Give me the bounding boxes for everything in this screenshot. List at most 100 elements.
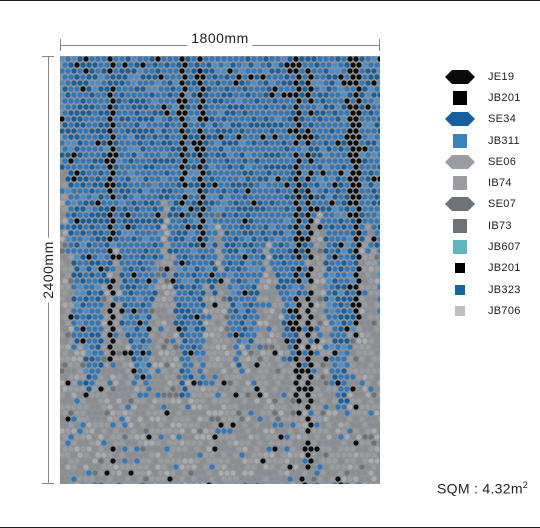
- mosaic-tile: [104, 254, 110, 260]
- mosaic-tile: [83, 200, 89, 206]
- mosaic-tile: [245, 188, 251, 194]
- mosaic-tile: [77, 476, 83, 482]
- mosaic-tile: [260, 326, 266, 332]
- mosaic-tile: [245, 236, 251, 242]
- mosaic-tile: [65, 92, 71, 98]
- mosaic-tile: [365, 404, 371, 410]
- mosaic-tile: [269, 476, 275, 482]
- mosaic-tile: [314, 278, 320, 284]
- mosaic-tile: [251, 104, 257, 110]
- mosaic-tile: [350, 362, 356, 368]
- mosaic-tile: [197, 188, 203, 194]
- mosaic-tile: [248, 134, 254, 140]
- mosaic-tile: [155, 164, 161, 170]
- mosaic-tile: [221, 296, 227, 302]
- mosaic-tile: [62, 74, 68, 80]
- mosaic-tile: [65, 476, 71, 482]
- mosaic-tile: [188, 302, 194, 308]
- mosaic-tile: [71, 272, 77, 278]
- mosaic-tile: [287, 440, 293, 446]
- mosaic-tile: [272, 422, 278, 428]
- mosaic-tile: [161, 56, 167, 62]
- mosaic-tile: [60, 176, 65, 182]
- mosaic-tile: [368, 374, 374, 380]
- mosaic-tile: [326, 410, 332, 416]
- mosaic-tile: [260, 350, 266, 356]
- mosaic-tile: [134, 398, 140, 404]
- mosaic-tile: [368, 206, 374, 212]
- mosaic-tile: [362, 242, 368, 248]
- mosaic-tile: [320, 158, 326, 164]
- mosaic-tile: [266, 110, 272, 116]
- mosaic-tile: [98, 302, 104, 308]
- mosaic-tile: [152, 230, 158, 236]
- mosaic-tile: [215, 68, 221, 74]
- mosaic-tile: [305, 92, 311, 98]
- mosaic-tile: [119, 296, 125, 302]
- mosaic-tile: [125, 368, 131, 374]
- mosaic-tile: [212, 194, 218, 200]
- mosaic-tile: [329, 296, 335, 302]
- mosaic-tile: [203, 368, 209, 374]
- mosaic-tile: [164, 242, 170, 248]
- mosaic-tile: [170, 374, 176, 380]
- mosaic-tile: [77, 68, 83, 74]
- mosaic-tile: [272, 134, 278, 140]
- mosaic-tile: [215, 212, 221, 218]
- mosaic-tile: [68, 146, 74, 152]
- mosaic-tile: [113, 236, 119, 242]
- mosaic-tile: [194, 158, 200, 164]
- mosaic-tile: [287, 284, 293, 290]
- mosaic-tile: [257, 320, 263, 326]
- mosaic-tile: [350, 242, 356, 248]
- mosaic-tile: [161, 260, 167, 266]
- mosaic-tile: [107, 92, 113, 98]
- mosaic-tile: [269, 140, 275, 146]
- mosaic-tile: [251, 212, 257, 218]
- mosaic-tile: [281, 152, 287, 158]
- mosaic-tile: [275, 428, 281, 434]
- mosaic-tile: [203, 476, 209, 482]
- mosaic-tile: [77, 392, 83, 398]
- mosaic-tile: [335, 380, 341, 386]
- mosaic-tile: [239, 284, 245, 290]
- mosaic-tile: [257, 392, 263, 398]
- mosaic-tile: [251, 320, 257, 326]
- mosaic-tile: [60, 380, 65, 386]
- mosaic-tile: [335, 404, 341, 410]
- mosaic-tile: [314, 194, 320, 200]
- mosaic-tile: [209, 56, 215, 62]
- mosaic-tile: [326, 338, 332, 344]
- mosaic-tile: [263, 80, 269, 86]
- mosaic-tile: [269, 248, 275, 254]
- mosaic-tile: [302, 338, 308, 344]
- mosaic-tile: [329, 380, 335, 386]
- mosaic-tile: [278, 278, 284, 284]
- mosaic-tile: [68, 86, 74, 92]
- mosaic-tile: [197, 176, 203, 182]
- mosaic-tile: [359, 128, 365, 134]
- mosaic-tile: [362, 158, 368, 164]
- mosaic-tile: [290, 482, 296, 484]
- mosaic-tile: [164, 122, 170, 128]
- mosaic-tile: [176, 182, 182, 188]
- mosaic-tile: [86, 98, 92, 104]
- mosaic-tile: [98, 146, 104, 152]
- mosaic-tile: [248, 434, 254, 440]
- mosaic-tile: [110, 206, 116, 212]
- mosaic-tile: [179, 428, 185, 434]
- mosaic-tile: [194, 74, 200, 80]
- mosaic-tile: [374, 194, 380, 200]
- mosaic-tile: [179, 80, 185, 86]
- mosaic-tile: [344, 122, 350, 128]
- mosaic-tile: [191, 356, 197, 362]
- mosaic-tile: [158, 398, 164, 404]
- mosaic-tile: [209, 92, 215, 98]
- mosaic-tile: [140, 374, 146, 380]
- mosaic-tile: [95, 284, 101, 290]
- mosaic-tile: [254, 278, 260, 284]
- mosaic-tile: [60, 104, 65, 110]
- mosaic-tile: [227, 152, 233, 158]
- mosaic-tile: [125, 164, 131, 170]
- mosaic-tile: [203, 104, 209, 110]
